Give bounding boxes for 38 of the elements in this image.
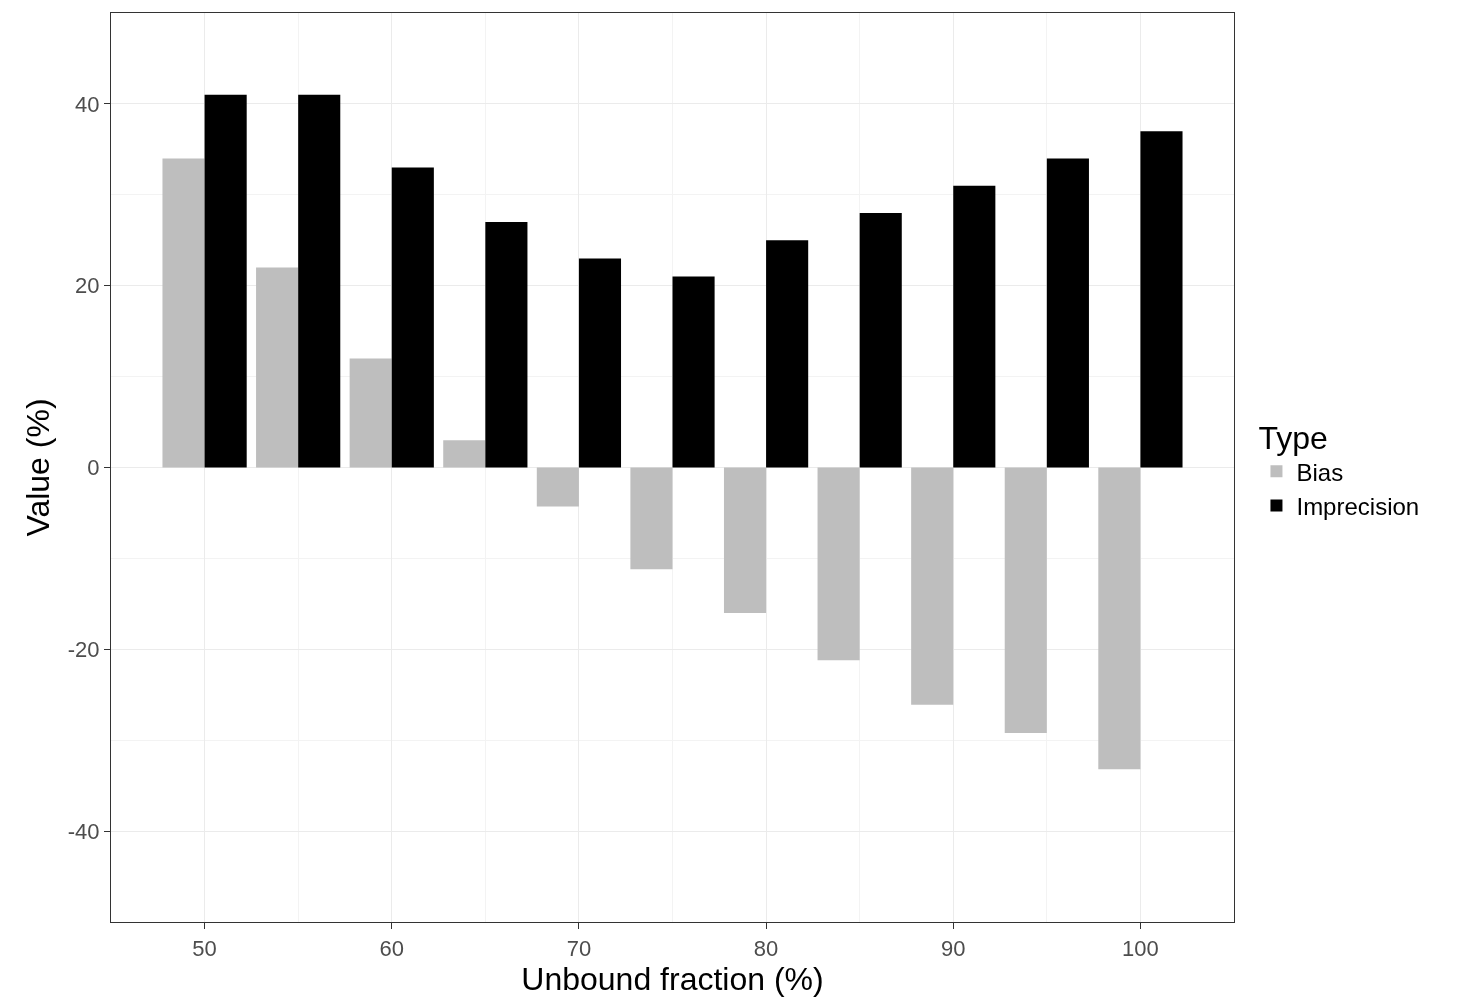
bar xyxy=(1098,467,1141,770)
bar xyxy=(1046,158,1089,468)
x-tick-label: 90 xyxy=(941,935,966,961)
x-tick-label: 80 xyxy=(753,935,779,961)
y-tick-label: -40 xyxy=(67,818,100,844)
bar xyxy=(391,167,434,468)
bar xyxy=(630,467,673,570)
bar xyxy=(256,267,299,468)
bar xyxy=(162,158,205,468)
bar xyxy=(298,94,341,468)
y-tick-label: 0 xyxy=(87,455,100,481)
bar xyxy=(578,258,622,468)
x-tick-label: 60 xyxy=(379,935,404,961)
legend-title: Type xyxy=(1258,420,1328,457)
bar xyxy=(349,358,392,468)
bar xyxy=(485,222,528,468)
legend-label: Bias xyxy=(1296,458,1344,486)
x-axis-title: Unbound fraction (%) xyxy=(521,961,824,998)
bar xyxy=(723,467,767,613)
bar xyxy=(443,440,486,468)
bar xyxy=(817,467,860,661)
bar xyxy=(1140,131,1183,468)
bar xyxy=(911,467,954,705)
x-tick-label: 70 xyxy=(566,935,592,961)
y-tick-label: 20 xyxy=(74,273,100,299)
bar xyxy=(766,240,809,468)
bar xyxy=(859,212,902,468)
bar xyxy=(1004,467,1047,733)
y-tick-label: -20 xyxy=(67,637,100,662)
y-axis-title: Value (%) xyxy=(19,398,56,537)
legend-label: Imprecision xyxy=(1296,492,1420,520)
x-tick-label: 100 xyxy=(1122,935,1159,961)
x-tick-label: 50 xyxy=(192,935,217,961)
bar xyxy=(953,185,996,468)
y-tick-label: 40 xyxy=(74,91,100,117)
bar xyxy=(204,94,247,468)
bar xyxy=(536,467,579,507)
bar xyxy=(672,276,715,468)
